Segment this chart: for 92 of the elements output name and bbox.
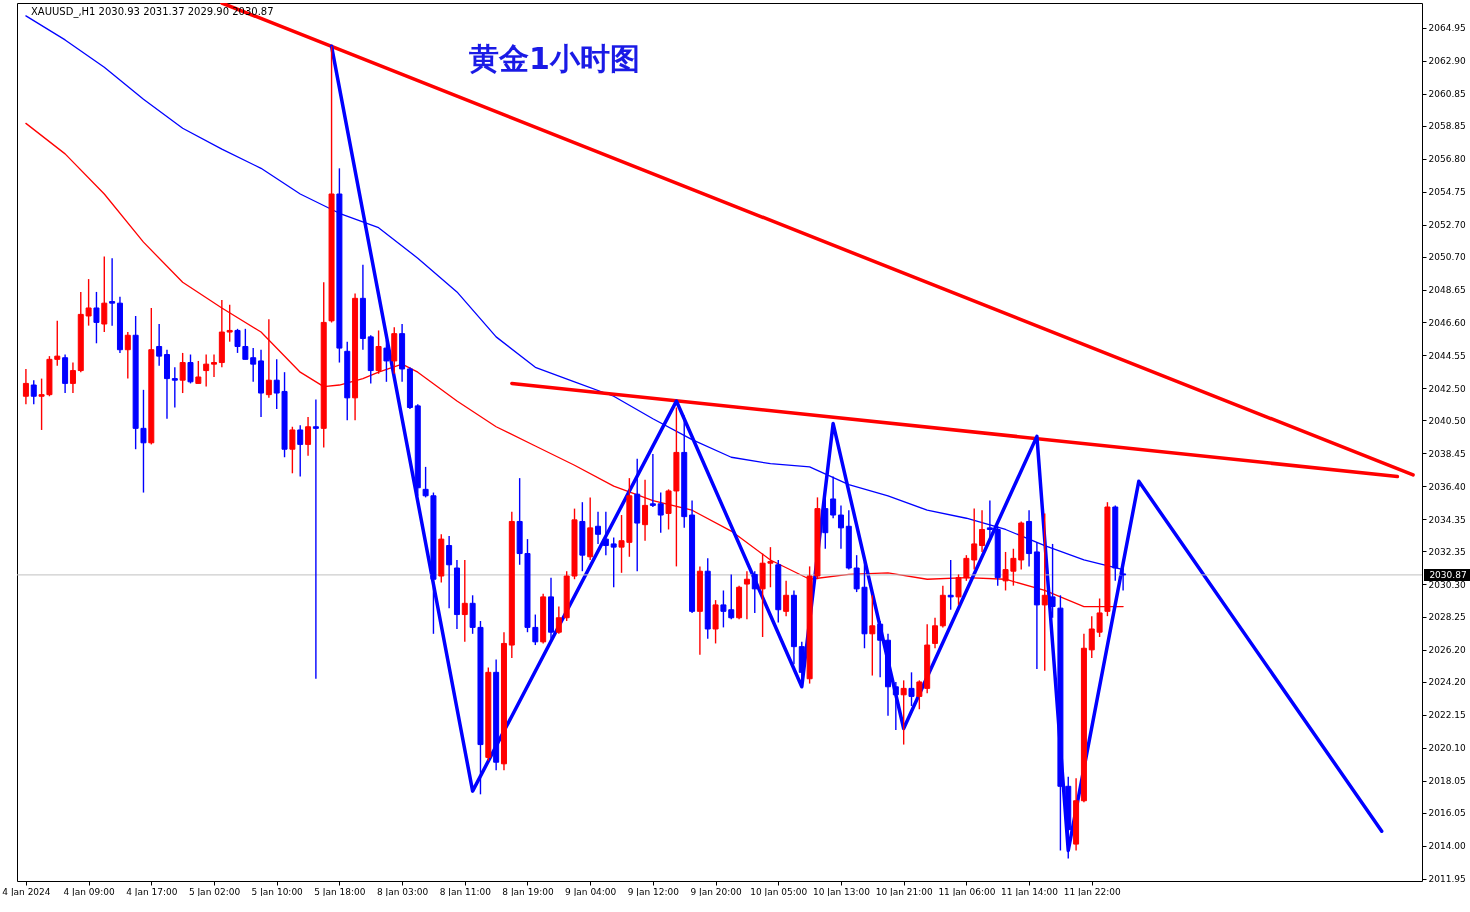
candlestick [783, 580, 790, 617]
x-tick-label: 8 Jan 19:00 [502, 886, 554, 897]
candlestick [156, 323, 163, 367]
x-tick-label: 9 Jan 12:00 [627, 886, 680, 897]
y-tick-label: 2042.50 [1428, 383, 1466, 394]
candlestick [211, 353, 218, 378]
x-tick-label: 5 Jan 02:00 [188, 886, 241, 897]
candlestick [743, 570, 750, 621]
candlestick [657, 491, 664, 534]
candlestick [837, 504, 844, 550]
x-tick-label: 10 Jan 05:00 [750, 886, 808, 897]
candlestick [595, 511, 602, 545]
candlestick [446, 535, 453, 609]
x-tick-label: 4 Jan 2024 [2, 886, 51, 897]
y-tick-label: 2020.10 [1428, 743, 1466, 754]
candlestick [830, 475, 837, 519]
y-tick-label: 2011.95 [1428, 874, 1466, 885]
candlestick [610, 536, 617, 588]
y-tick-label: 2038.45 [1428, 448, 1466, 459]
candlestick [602, 511, 609, 556]
y-tick-label: 2024.20 [1428, 677, 1466, 688]
candlestick [171, 366, 178, 409]
candlestick [461, 559, 468, 643]
candlestick [69, 361, 76, 394]
x-tick-label: 8 Jan 03:00 [376, 886, 429, 897]
candlestick [751, 570, 758, 614]
candlestick [187, 353, 194, 385]
y-tick-label: 2030.30 [1428, 579, 1466, 590]
candlestick [109, 257, 116, 327]
candlestick [892, 681, 899, 731]
y-tick-label: 2016.05 [1428, 808, 1466, 819]
y-tick-label: 2058.85 [1428, 121, 1466, 132]
y-tick-label: 2062.90 [1428, 56, 1466, 67]
x-tick-label: 11 Jan 14:00 [1001, 886, 1059, 897]
candlestick [22, 368, 29, 405]
candlestick [203, 353, 210, 388]
candlestick [30, 379, 37, 405]
x-tick-label: 4 Jan 09:00 [63, 886, 116, 897]
y-tick-label: 2040.50 [1428, 415, 1466, 426]
y-tick-label: 2022.15 [1428, 710, 1466, 721]
y-tick-label: 2044.55 [1428, 350, 1466, 361]
y-tick-label: 2046.60 [1428, 317, 1466, 328]
candlestick [305, 416, 312, 457]
candlestick [265, 318, 272, 399]
y-tick-label: 2056.80 [1428, 154, 1466, 165]
candlestick [877, 620, 884, 678]
candlestick [179, 352, 186, 394]
candlestick [93, 291, 100, 344]
x-tick-label: 4 Jan 17:00 [126, 886, 178, 897]
y-tick-label: 2054.75 [1428, 187, 1466, 198]
candlestick [555, 605, 562, 635]
y-tick-label: 2060.85 [1428, 89, 1466, 100]
y-tick-label: 2028.25 [1428, 612, 1466, 623]
candlestick [312, 398, 319, 680]
candlestick [195, 360, 202, 385]
y-tick-label: 2032.35 [1428, 546, 1466, 557]
x-tick-label: 8 Jan 11:00 [439, 886, 492, 897]
candlestick [932, 617, 939, 649]
candlestick [900, 679, 907, 746]
candlestick [297, 424, 304, 478]
candlestick [649, 453, 656, 508]
x-tick-label: 10 Jan 21:00 [875, 886, 933, 897]
y-tick-label: 2026.20 [1428, 645, 1466, 656]
candlestick [1120, 566, 1127, 592]
y-tick-label: 2052.70 [1428, 220, 1466, 231]
x-tick-label: 9 Jan 20:00 [690, 886, 742, 897]
candlestick [226, 304, 233, 343]
y-tick-label: 2050.70 [1428, 252, 1466, 263]
y-tick-label: 2048.65 [1428, 285, 1466, 296]
x-tick-label: 10 Jan 13:00 [812, 886, 871, 897]
candlestick [979, 509, 986, 553]
y-tick-label: 2036.40 [1428, 481, 1466, 492]
candlestick [642, 479, 649, 542]
x-tick-label: 11 Jan 06:00 [938, 886, 996, 897]
y-tick-label: 2014.00 [1428, 841, 1466, 852]
candlestick [289, 426, 296, 474]
candlestick [908, 671, 915, 707]
candlestick [947, 559, 954, 611]
candlestick [383, 339, 390, 383]
y-tick-label: 2034.35 [1428, 514, 1466, 525]
candlestick [101, 255, 108, 333]
candlestick [124, 331, 131, 380]
y-tick-label: 2064.95 [1428, 23, 1466, 34]
text: 黄金1小时图 [469, 41, 640, 76]
candlestick [916, 679, 923, 710]
candlestick [869, 594, 876, 677]
x-tick-label: 9 Jan 04:00 [565, 886, 617, 897]
y-tick-label: 2018.05 [1428, 776, 1466, 787]
x-tick-label: 5 Jan 18:00 [314, 886, 366, 897]
ref-line-label: 2030.87 [1429, 569, 1467, 580]
x-tick-label: 5 Jan 10:00 [251, 886, 304, 897]
x-tick-label: 11 Jan 22:00 [1063, 886, 1122, 897]
